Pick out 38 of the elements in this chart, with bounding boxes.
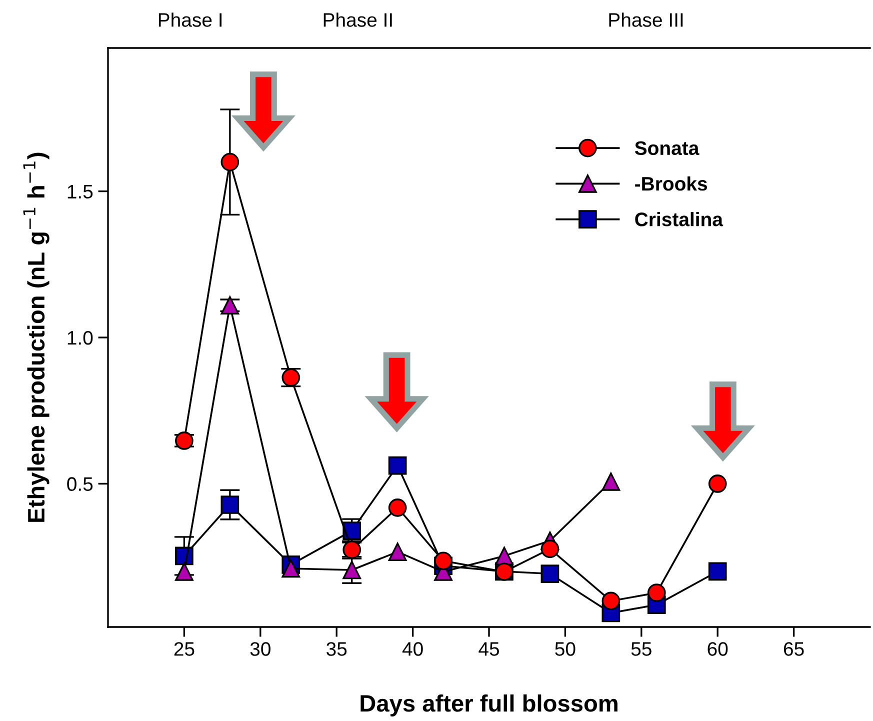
legend-label: Sonata bbox=[634, 141, 700, 156]
y-tick-label: 1.0 bbox=[68, 330, 93, 345]
text: Phase III bbox=[609, 12, 683, 27]
x-tick-label: 65 bbox=[784, 642, 804, 656]
x-axis-title: Days after full blossom bbox=[360, 694, 618, 716]
point bbox=[388, 498, 407, 517]
point bbox=[220, 496, 240, 514]
y-axis-title: Ethylene production (nL g$^{−1}$ h$^{−1}$) bbox=[23, 152, 50, 522]
y-tick-label: 0.5 bbox=[67, 477, 93, 491]
point bbox=[175, 432, 194, 450]
point bbox=[708, 562, 727, 581]
point bbox=[220, 152, 240, 172]
text: Phase I bbox=[158, 12, 222, 27]
point bbox=[342, 522, 362, 540]
point bbox=[282, 559, 300, 578]
point bbox=[342, 560, 362, 580]
y-tick-label: 1.5 bbox=[68, 184, 93, 199]
point bbox=[647, 584, 666, 602]
point bbox=[540, 540, 560, 558]
point bbox=[388, 542, 407, 562]
x-tick-label: 55 bbox=[631, 642, 652, 656]
x-tick-label: 30 bbox=[250, 642, 270, 656]
point bbox=[388, 456, 407, 475]
point bbox=[175, 562, 194, 581]
text: Phase II bbox=[324, 12, 392, 27]
point bbox=[602, 592, 620, 610]
x-tick-label: 60 bbox=[708, 642, 728, 656]
x-tick-label: 25 bbox=[174, 642, 194, 656]
point bbox=[540, 564, 560, 583]
x-tick-label: 40 bbox=[402, 642, 423, 656]
legend-label: -Brooks bbox=[635, 176, 708, 191]
point bbox=[602, 472, 620, 491]
x-tick-label: 45 bbox=[478, 642, 499, 656]
point bbox=[708, 474, 727, 493]
x-tick-label: 50 bbox=[555, 642, 576, 656]
x-tick-label: 35 bbox=[326, 642, 347, 656]
point bbox=[434, 552, 452, 570]
legend-label: Cristalina bbox=[635, 212, 724, 226]
